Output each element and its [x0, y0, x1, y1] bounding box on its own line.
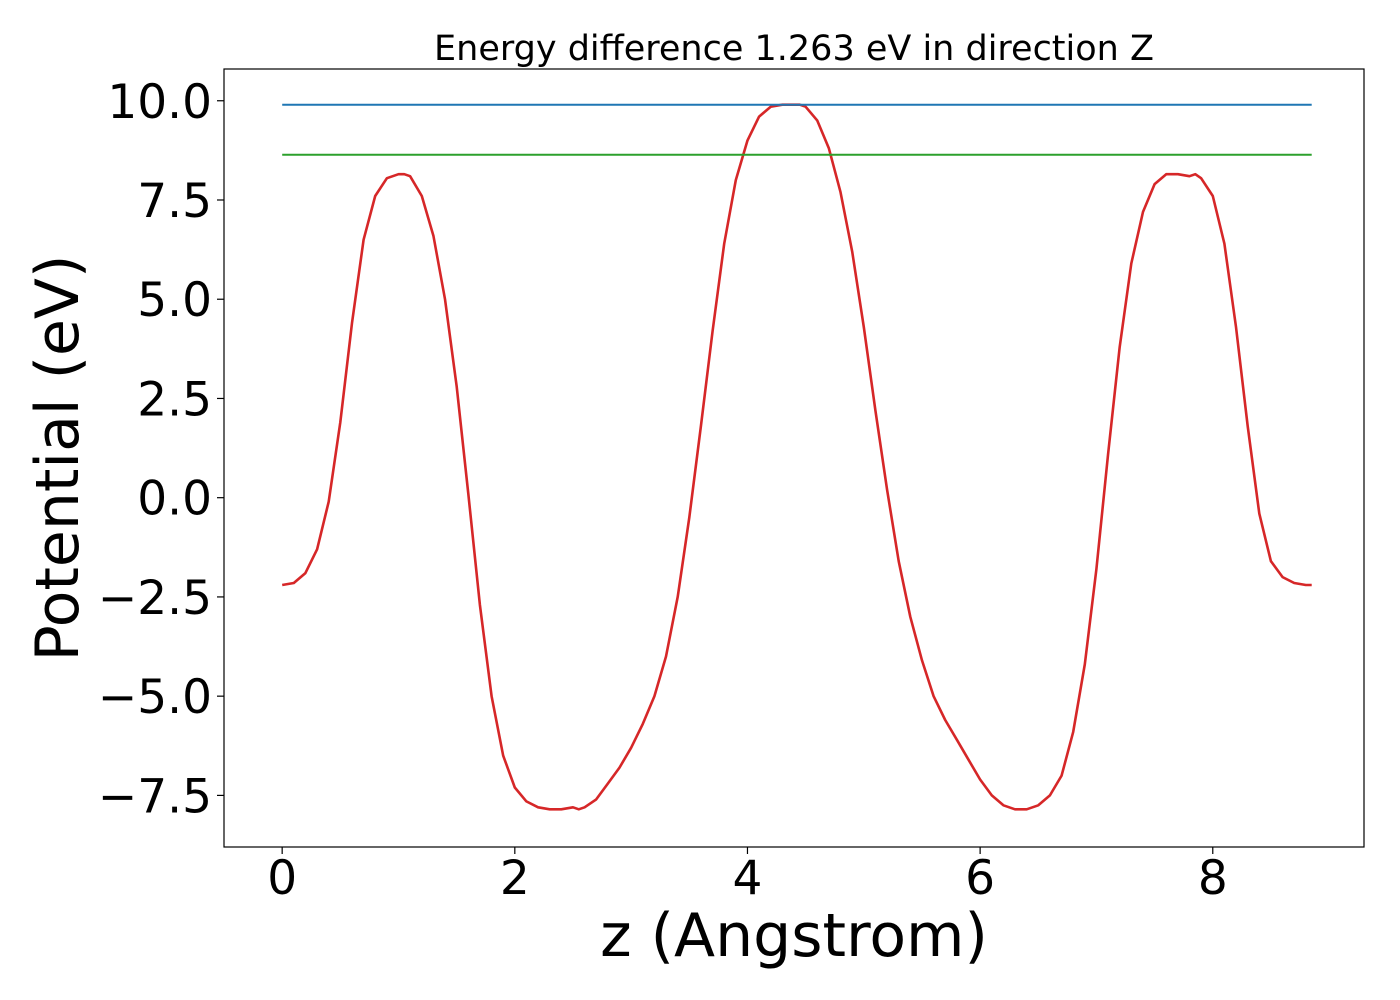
y-axis-label: Potential (eV)	[23, 255, 93, 662]
y-tick-label: −2.5	[98, 571, 212, 626]
x-tick-label: 0	[267, 851, 297, 906]
y-tick-label: 0.0	[137, 472, 212, 527]
x-axis-ticks: 0 2 4 6 8	[267, 847, 1228, 906]
y-tick-label: −7.5	[98, 769, 212, 824]
x-tick-label: 8	[1198, 851, 1228, 906]
y-tick-label: 7.5	[137, 174, 212, 229]
x-tick-label: 6	[965, 851, 995, 906]
series-layer	[281, 103, 1312, 811]
x-axis-label: z (Angstrom)	[600, 901, 988, 971]
y-tick-label: 2.5	[137, 372, 212, 427]
x-tick-label: 4	[733, 851, 763, 906]
chart-title: Energy difference 1.263 eV in direction …	[434, 29, 1154, 69]
y-tick-label: −5.0	[98, 670, 212, 725]
y-axis-ticks: 10.0 7.5 5.0 2.5 0.0 −2.5 −5.0 −7.5	[98, 75, 224, 824]
plot-area	[223, 68, 1365, 848]
y-tick-label: 5.0	[137, 273, 212, 328]
x-tick-label: 2	[500, 851, 530, 906]
y-tick-label: 10.0	[107, 75, 212, 130]
axes-frame	[223, 68, 1365, 848]
